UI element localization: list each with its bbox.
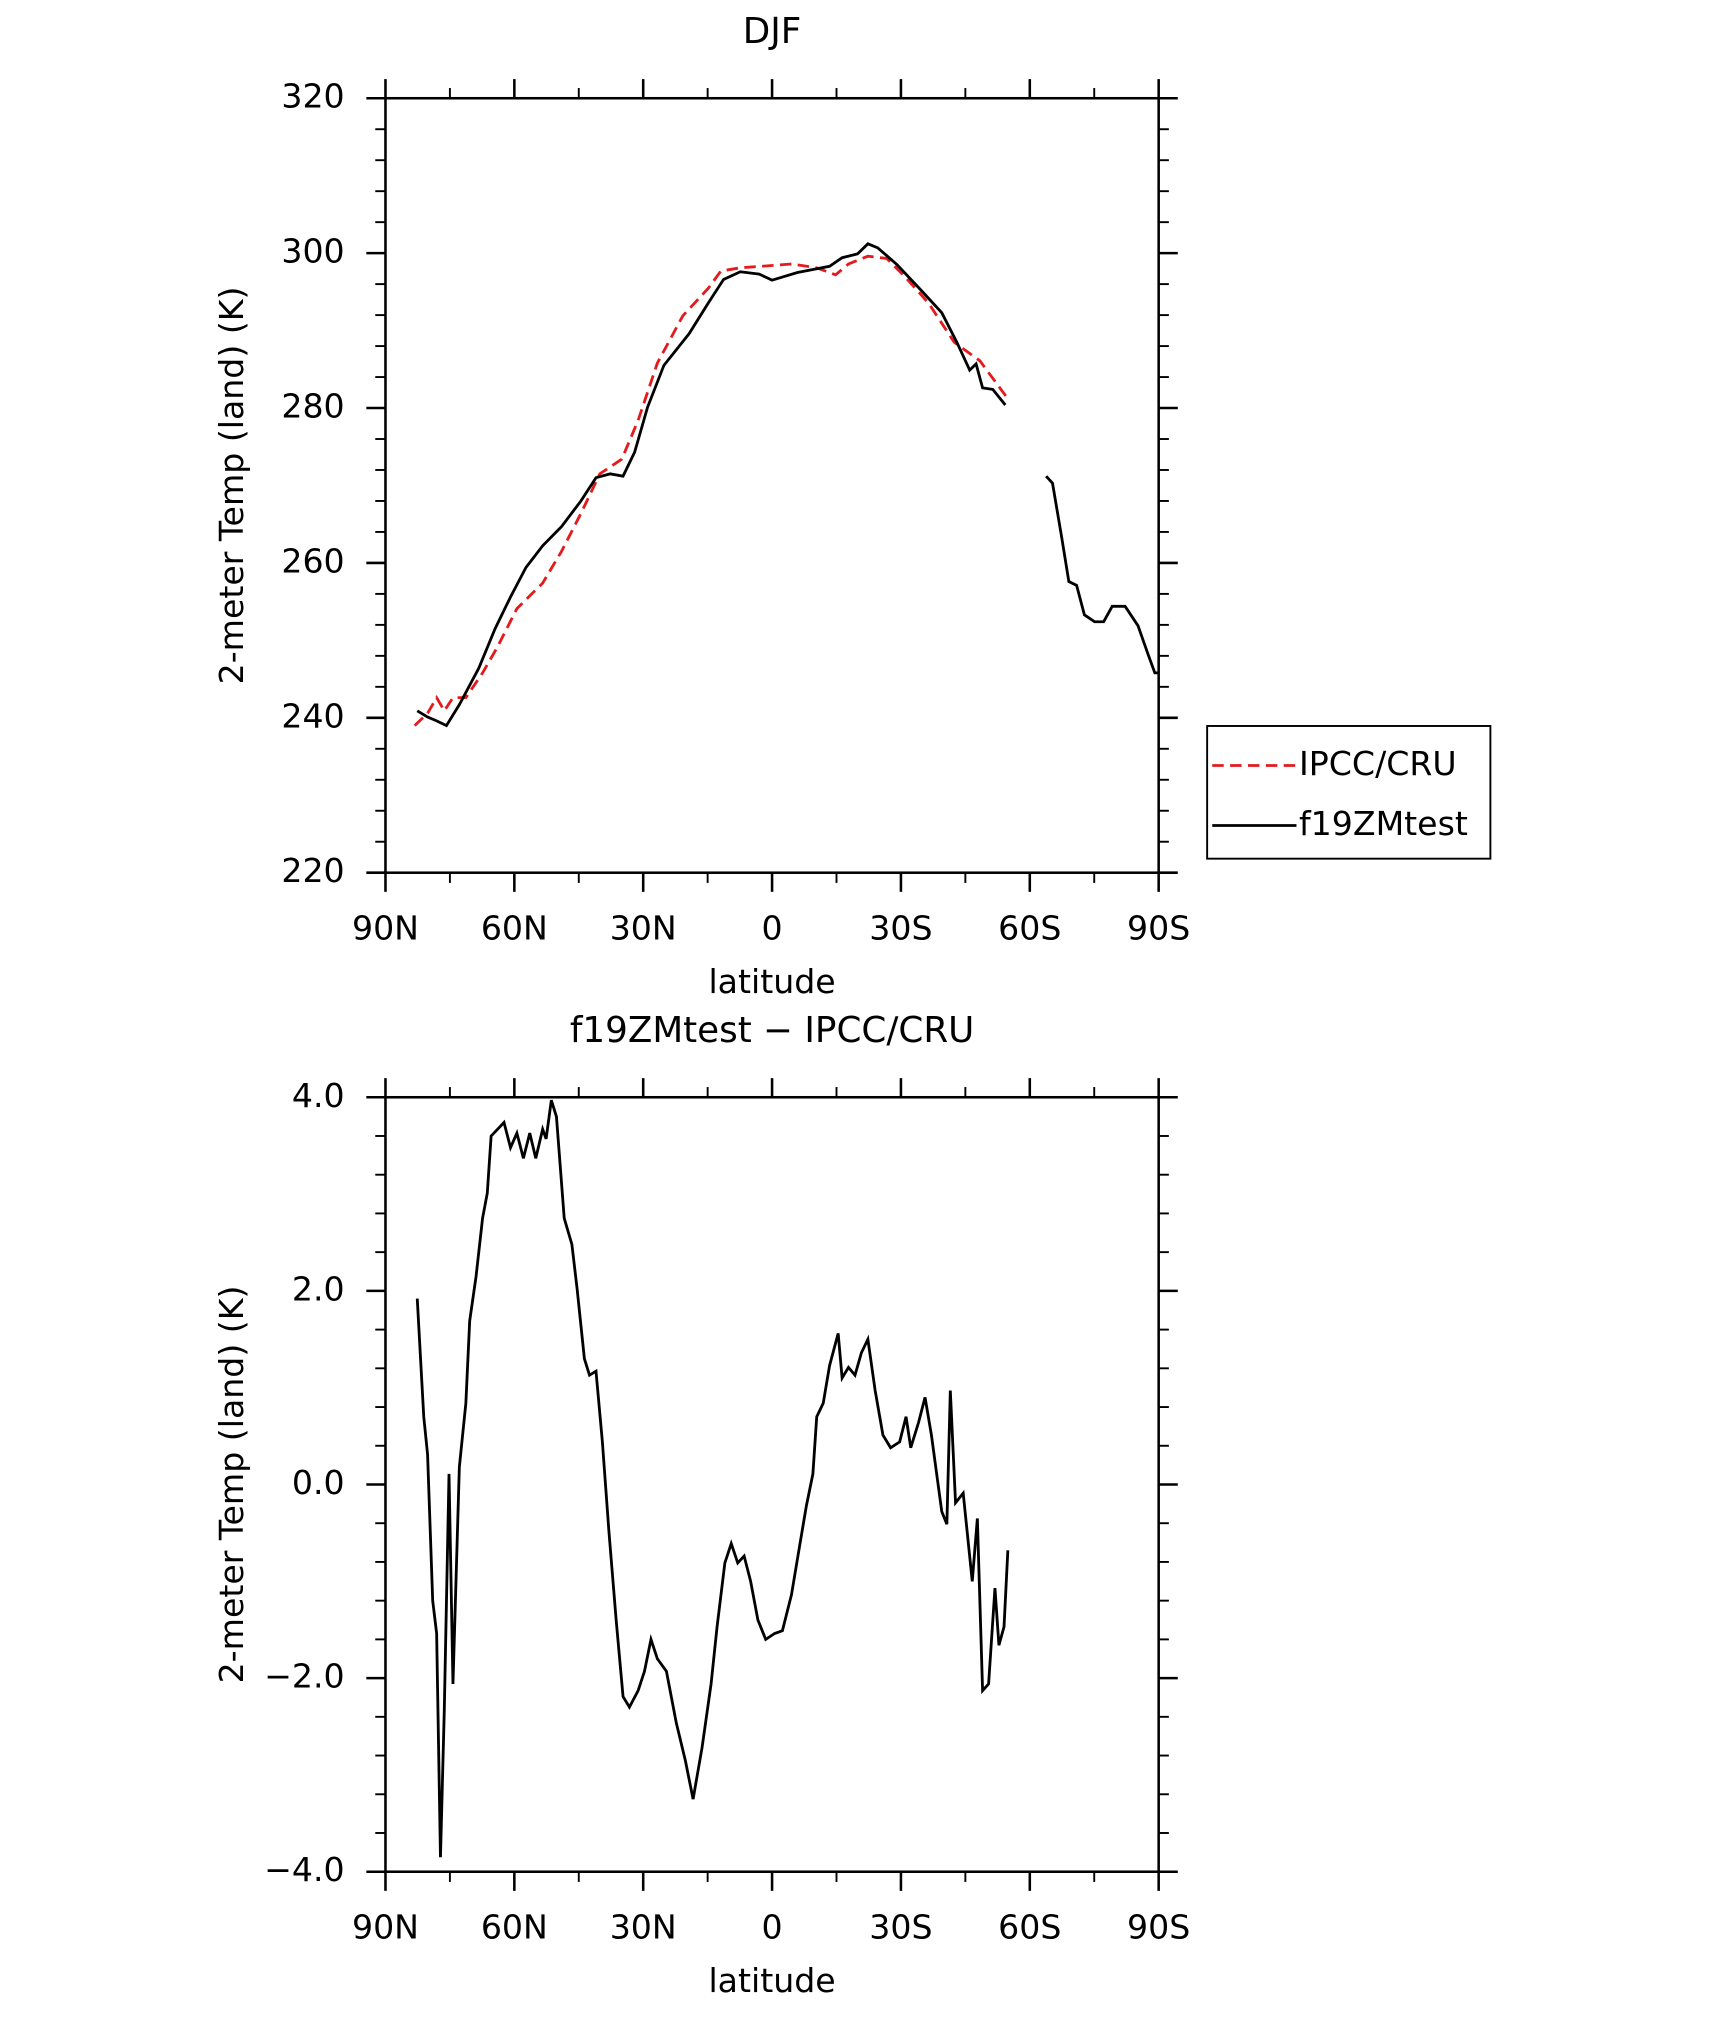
y-tick-label: −4.0 [264,1850,345,1889]
y-tick-label: 2.0 [292,1269,345,1308]
y-tick-label: −2.0 [264,1657,345,1696]
y-tick-label: 300 [281,232,344,271]
chart-title: f19ZMtest − IPCC/CRU [570,1010,974,1051]
chart-title: DJF [743,11,802,52]
x-tick-label: 60S [998,909,1061,948]
data-line [416,242,1159,728]
x-tick-label: 30S [869,1908,932,1947]
x-axis-label: latitude [708,962,835,1001]
y-tick-label: 260 [281,541,344,580]
y-tick-label: 240 [281,696,344,735]
x-tick-label: 30S [869,909,932,948]
x-tick-label: 60N [481,909,548,948]
y-tick-label: 280 [281,387,344,426]
x-axis-label: latitude [708,1961,835,2000]
x-tick-label: 90S [1127,1908,1190,1947]
data-line [415,1099,1010,1858]
y-tick-label: 220 [281,851,344,890]
legend-label: IPCC/CRU [1299,744,1457,783]
plot-frame [384,96,1160,874]
plot-frame [384,1095,1160,1873]
legend-box [1206,725,1492,860]
x-tick-label: 30N [610,909,677,948]
x-tick-label: 30N [610,1908,677,1947]
x-tick-label: 0 [762,1908,783,1947]
y-tick-label: 320 [281,77,344,116]
x-tick-label: 90S [1127,909,1190,948]
y-tick-label: 0.0 [292,1463,345,1502]
x-tick-label: 60S [998,1908,1061,1947]
x-tick-label: 60N [481,1908,548,1947]
y-axis-label: 2-meter Temp (land) (K) [212,1286,251,1684]
y-axis-label: 2-meter Temp (land) (K) [212,287,251,685]
x-tick-label: 90N [352,1908,419,1947]
y-tick-label: 4.0 [292,1076,345,1115]
data-line [413,254,1009,727]
x-tick-label: 0 [762,909,783,948]
legend-label: f19ZMtest [1299,804,1468,843]
x-tick-label: 90N [352,909,419,948]
